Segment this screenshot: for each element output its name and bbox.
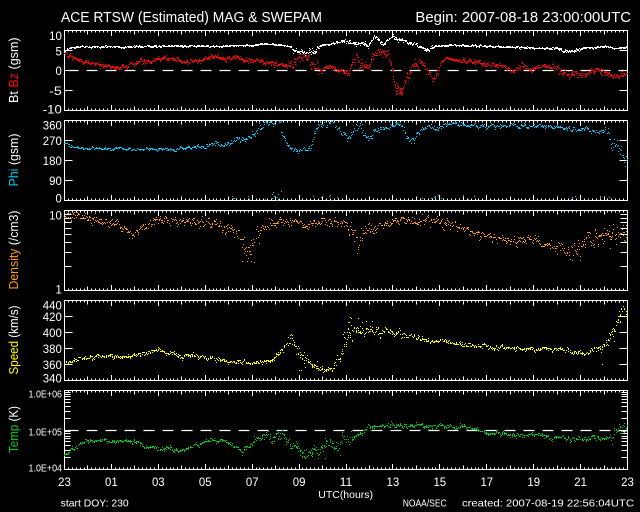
svg-text:90: 90 xyxy=(49,174,62,188)
svg-text:Bt Bz (gsm): Bt Bz (gsm) xyxy=(7,37,21,103)
svg-text:-10: -10 xyxy=(43,102,62,116)
svg-text:1.0E+05: 1.0E+05 xyxy=(29,427,63,438)
svg-text:23: 23 xyxy=(58,475,71,489)
svg-text:420: 420 xyxy=(43,310,62,324)
svg-text:11: 11 xyxy=(340,475,353,489)
svg-text:-5: -5 xyxy=(49,84,62,98)
svg-text:Density (/cm3): Density (/cm3) xyxy=(7,211,21,290)
svg-text:360: 360 xyxy=(43,118,62,132)
svg-text:07: 07 xyxy=(246,475,259,489)
svg-text:1.0E+06: 1.0E+06 xyxy=(29,389,63,400)
svg-text:21: 21 xyxy=(574,475,587,489)
svg-text:1.0E+04: 1.0E+04 xyxy=(29,463,63,474)
svg-text:09: 09 xyxy=(293,475,306,489)
svg-text:1: 1 xyxy=(56,282,63,296)
svg-text:Temp (K): Temp (K) xyxy=(7,406,21,453)
svg-text:ACE RTSW (Estimated) MAG & SWE: ACE RTSW (Estimated) MAG & SWEPAM xyxy=(61,10,322,26)
svg-text:360: 360 xyxy=(43,358,62,372)
svg-text:05: 05 xyxy=(199,475,212,489)
svg-text:340: 340 xyxy=(43,371,62,385)
svg-text:Begin: 2007-08-18 23:00:00UTC: Begin: 2007-08-18 23:00:00UTC xyxy=(415,10,631,26)
svg-text:23: 23 xyxy=(621,475,634,489)
svg-text:0: 0 xyxy=(56,191,63,205)
svg-text:10: 10 xyxy=(49,29,62,43)
svg-text:380: 380 xyxy=(43,342,62,356)
svg-text:15: 15 xyxy=(433,475,446,489)
svg-text:180: 180 xyxy=(43,154,62,168)
svg-text:5: 5 xyxy=(56,44,63,58)
svg-text:270: 270 xyxy=(43,134,62,148)
svg-text:Phi (gsm): Phi (gsm) xyxy=(7,134,21,187)
svg-text:NOAA/SEC: NOAA/SEC xyxy=(403,499,447,510)
svg-text:400: 400 xyxy=(43,326,62,340)
svg-text:440: 440 xyxy=(43,298,62,312)
svg-text:13: 13 xyxy=(387,475,400,489)
svg-text:0: 0 xyxy=(56,64,63,78)
svg-text:17: 17 xyxy=(480,475,493,489)
svg-text:created: 2007-08-19 22:56:04UT: created: 2007-08-19 22:56:04UTC xyxy=(462,499,634,510)
svg-text:19: 19 xyxy=(527,475,540,489)
svg-text:Speed (km/s): Speed (km/s) xyxy=(7,306,21,375)
svg-text:10: 10 xyxy=(49,208,62,222)
svg-text:01: 01 xyxy=(105,475,118,489)
svg-text:start DOY: 230: start DOY: 230 xyxy=(61,499,129,510)
svg-text:03: 03 xyxy=(152,475,165,489)
svg-text:UTC(hours): UTC(hours) xyxy=(318,490,373,501)
